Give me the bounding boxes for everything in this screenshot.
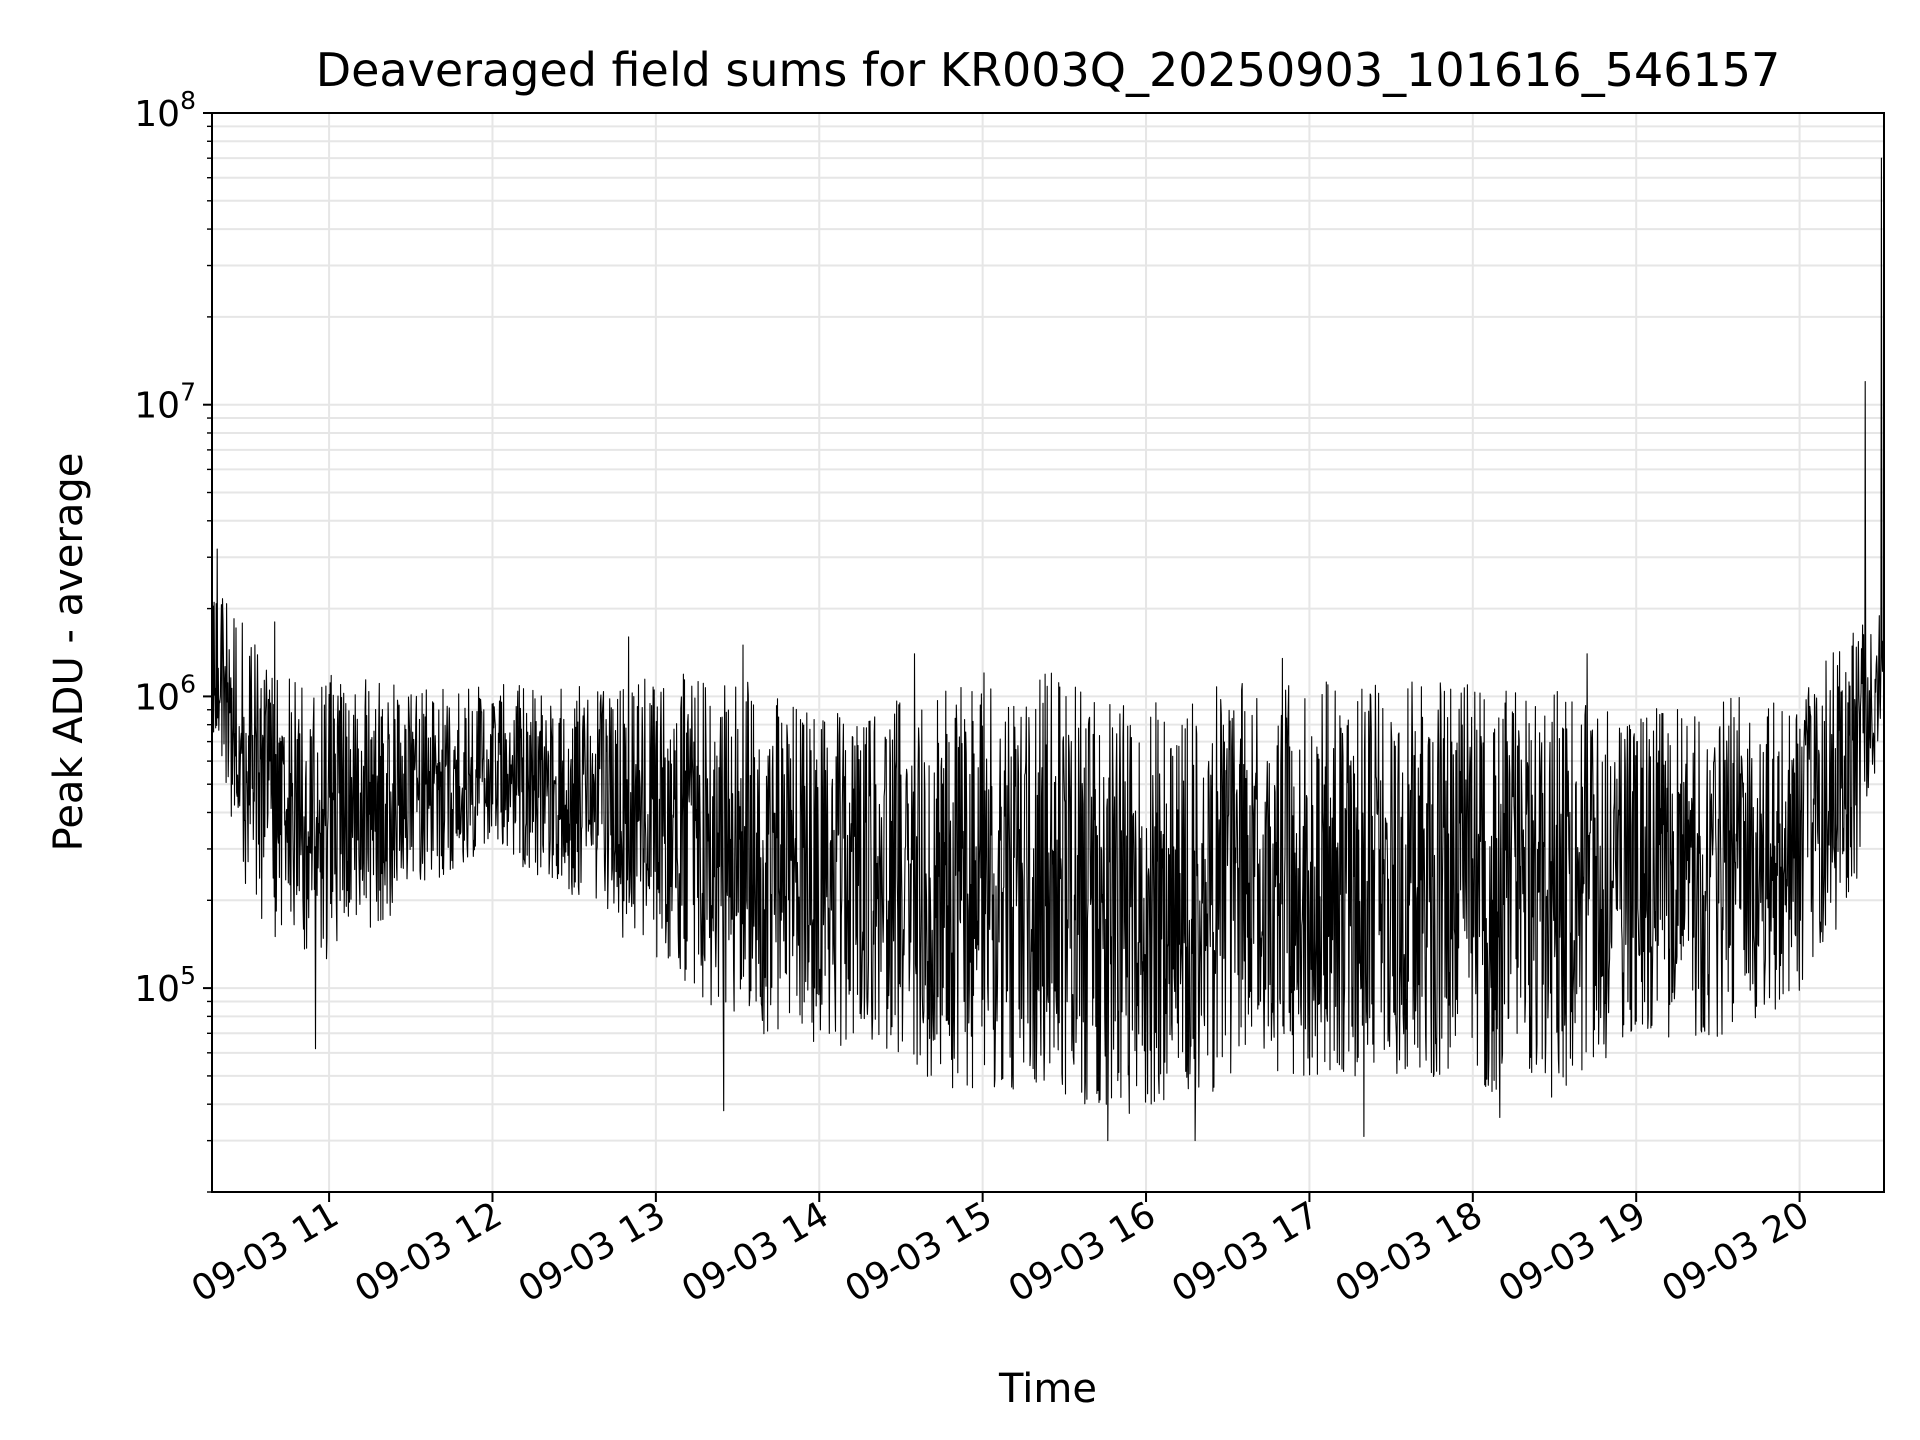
y-tick-label: 106 [134, 669, 196, 718]
y-axis-ticks: 105 106 107 108 [134, 86, 212, 1193]
y-tick-label: 107 [134, 378, 196, 427]
y-tick-label: 105 [134, 961, 196, 1010]
x-axis-label: Time [998, 1366, 1097, 1412]
y-tick-label: 108 [134, 86, 196, 135]
y-axis-label: Peak ADU - average [46, 453, 92, 852]
plot-frame [211, 112, 1885, 1193]
chart-title: Deaveraged field sums for KR003Q_2025090… [316, 43, 1781, 97]
series-line [211, 157, 1885, 1142]
